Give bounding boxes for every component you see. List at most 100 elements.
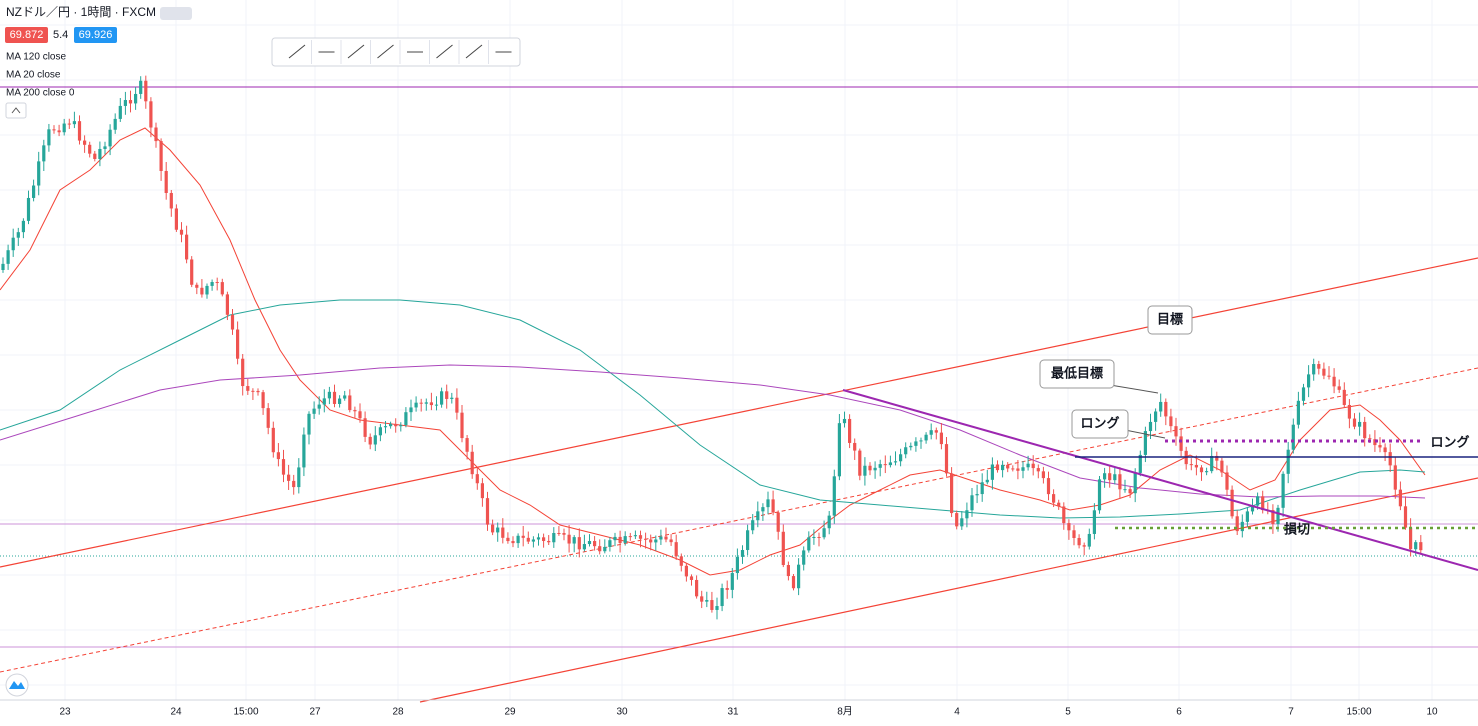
candle-body: [491, 524, 495, 533]
candle-body: [485, 498, 490, 525]
candle-body: [572, 537, 576, 544]
candle-body: [103, 146, 107, 149]
candle-body: [1358, 421, 1362, 427]
candle-body: [363, 418, 367, 437]
candle-body: [1393, 465, 1397, 490]
ask: 69.926: [79, 29, 113, 41]
candle-body: [1164, 401, 1168, 417]
candle-body: [965, 510, 969, 519]
candle-body: [281, 459, 286, 475]
candle-body: [404, 412, 408, 426]
candle-body: [817, 536, 821, 538]
candle-body: [944, 444, 949, 474]
candle-body: [689, 576, 694, 580]
candle-body: [893, 461, 898, 463]
channel-upper: [0, 257, 1478, 568]
candle-body: [383, 426, 388, 428]
candle-body: [873, 467, 877, 471]
tool-icon: [288, 44, 306, 59]
candle-body: [57, 130, 61, 133]
bid: 69.872: [10, 29, 44, 41]
candle-body: [292, 480, 296, 488]
toggle[interactable]: [160, 7, 192, 20]
candle-body: [210, 282, 214, 286]
candle-body: [1220, 460, 1224, 473]
candle-body: [1347, 404, 1351, 419]
candle-body: [1383, 447, 1387, 453]
candle-body: [246, 386, 250, 391]
candle-body: [1352, 418, 1357, 427]
candle-body: [266, 408, 270, 428]
candle-body: [378, 427, 382, 436]
candle-body: [705, 600, 709, 602]
candle-body: [1001, 464, 1005, 471]
candle-body: [1021, 467, 1025, 471]
x-tick-label: 4: [954, 707, 960, 718]
candle-body: [149, 101, 153, 128]
candle-body: [740, 550, 745, 557]
candle-body: [1159, 401, 1163, 412]
candle-body: [1097, 479, 1102, 511]
candle-body: [1189, 464, 1193, 466]
candle-body: [1108, 473, 1112, 481]
candle-body: [1118, 474, 1122, 490]
candle-body: [552, 533, 556, 543]
candle-body: [832, 476, 836, 516]
candle-body: [118, 105, 122, 119]
candle-body: [960, 518, 964, 527]
candle-body: [914, 441, 918, 446]
candle-body: [863, 465, 867, 476]
candle-body: [1230, 489, 1234, 517]
candle-body: [807, 537, 811, 551]
candle-body: [669, 539, 673, 543]
candle-body: [368, 436, 372, 445]
candle-body: [684, 565, 688, 577]
candle-body: [654, 539, 658, 543]
candle-body: [1296, 400, 1300, 425]
candle-body: [399, 425, 403, 427]
candle-body: [1332, 376, 1336, 387]
candle-body: [598, 546, 602, 552]
annotation: 最低目標: [1051, 365, 1103, 380]
candle-body: [756, 511, 760, 521]
candle-body: [1363, 421, 1367, 439]
callout-pointer: [1124, 429, 1166, 439]
candle-body: [1143, 431, 1147, 455]
candle-body: [215, 282, 219, 284]
candle-body: [1250, 505, 1255, 512]
x-tick-label: 24: [170, 707, 182, 718]
candle-body: [633, 535, 637, 537]
candle-body: [542, 537, 546, 541]
candle-body: [644, 538, 648, 540]
candle-body: [200, 287, 204, 295]
candle-body: [980, 482, 984, 495]
candle-body: [297, 467, 301, 488]
candle-body: [1215, 455, 1219, 461]
candle-body: [271, 427, 275, 453]
candle-body: [547, 540, 551, 543]
candle-body: [1092, 510, 1096, 534]
candle-body: [562, 533, 566, 535]
channel-lower: [419, 477, 1478, 703]
candle-body: [934, 430, 938, 433]
candle-body: [276, 452, 280, 460]
ma20: [0, 127, 1426, 576]
candle-body: [205, 285, 209, 295]
candle-body: [1031, 463, 1035, 469]
candle-body: [939, 432, 943, 445]
candle-body: [593, 541, 597, 547]
candle-body: [715, 606, 719, 610]
candle-body: [791, 576, 796, 589]
candle-body: [353, 410, 357, 412]
candle-body: [909, 445, 913, 448]
collapse-button[interactable]: [5, 102, 27, 119]
candle-body: [42, 145, 46, 162]
candle-body: [1041, 471, 1045, 479]
candle-body: [21, 220, 25, 233]
x-axis: 23 24 15:00 27 28 29 30 31 8月 4 5 6 7 15:00 10: [59, 706, 1438, 718]
candle-body: [608, 540, 612, 547]
candle-body: [1327, 375, 1331, 377]
indicator-label: MA 120 close: [6, 52, 66, 63]
candle-body: [139, 80, 143, 94]
x-tick-label: 31: [727, 707, 739, 718]
